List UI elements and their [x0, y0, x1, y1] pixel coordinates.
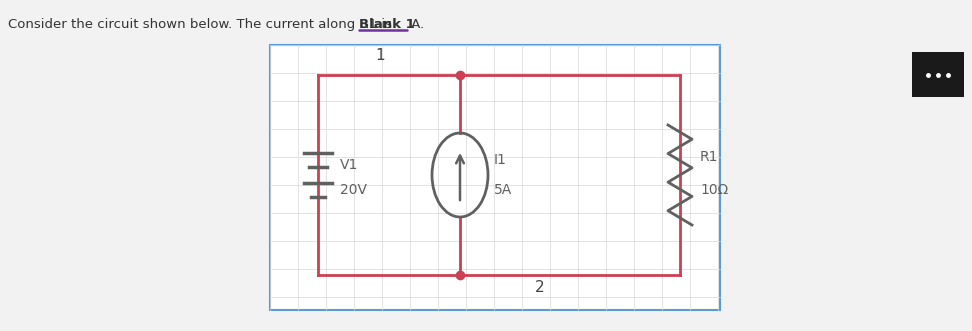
Text: A.: A. [406, 18, 424, 31]
Bar [270, 45, 720, 310]
Text: 2: 2 [536, 280, 545, 295]
Text: I1: I1 [494, 153, 506, 167]
Text: 5A: 5A [494, 183, 512, 197]
Text: 1: 1 [375, 48, 385, 63]
Text: 10Ω: 10Ω [700, 183, 728, 197]
Text: Blank 1: Blank 1 [359, 18, 415, 31]
Bar [912, 52, 964, 97]
Text: 20V: 20V [340, 183, 367, 197]
Text: R1: R1 [700, 150, 718, 164]
Text: Consider the circuit shown below. The current along R1 is: Consider the circuit shown below. The cu… [8, 18, 397, 31]
Text: V1: V1 [340, 158, 359, 172]
